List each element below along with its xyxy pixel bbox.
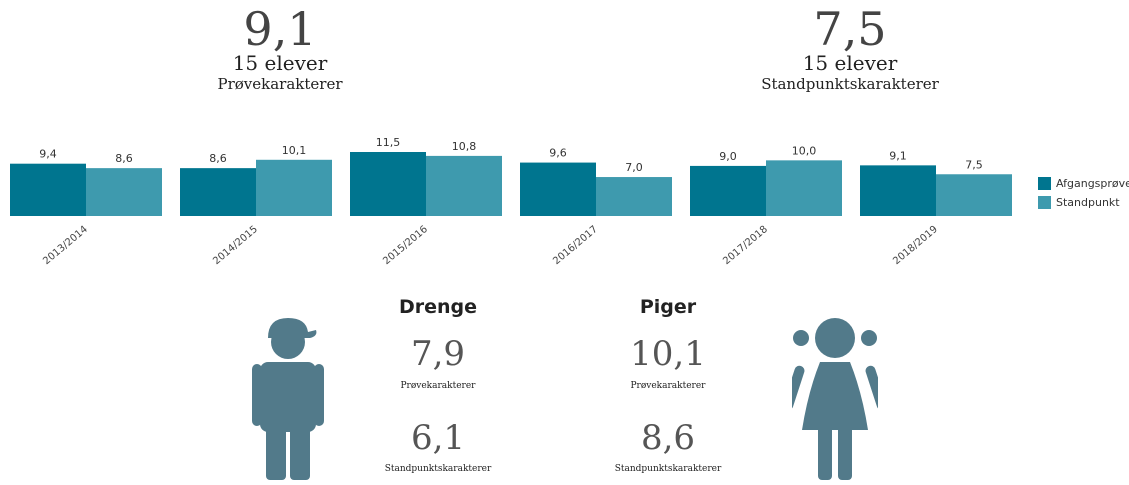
data-label-afgang-2014-2015: 8,6: [209, 152, 227, 165]
data-label-standpunkt-2018-2019: 7,5: [965, 158, 983, 171]
girls-standpunkt-label: Standpunktskarakterer: [614, 464, 722, 474]
x-tick-label: 2016/2017: [551, 224, 600, 267]
data-label-afgang-2016-2017: 9,6: [549, 147, 567, 160]
x-tick-label: 2018/2019: [891, 224, 940, 267]
legend-swatch-standpunkt: [1038, 196, 1051, 209]
boys-exam-value: 7,9: [410, 334, 466, 374]
data-label-standpunkt-2016-2017: 7,0: [625, 161, 643, 174]
legend-label-afgang: Afgangsprøve: [1056, 177, 1129, 190]
boy-figure-icon: [252, 318, 324, 480]
bar-afgang-2014-2015: [180, 168, 256, 216]
boys-standpunkt-value: 6,1: [410, 418, 466, 458]
x-tick-label: 2015/2016: [381, 224, 430, 267]
kpi-standpunkt-label: Standpunktskarakterer: [761, 75, 939, 93]
bar-standpunkt-2014-2015: [256, 159, 332, 216]
bar-afgang-2013-2014: [10, 163, 86, 216]
bar-afgang-2016-2017: [520, 162, 596, 216]
girls-standpunkt-value: 8,6: [640, 418, 696, 458]
data-label-standpunkt-2013-2014: 8,6: [115, 152, 133, 165]
x-tick-label: 2014/2015: [211, 224, 260, 267]
data-label-standpunkt-2017-2018: 10,0: [792, 144, 817, 157]
x-tick-label: 2017/2018: [721, 224, 770, 267]
bar-afgang-2015-2016: [350, 152, 426, 216]
kpi-standpunkt: 7,5 15 elever Standpunktskarakterer: [740, 6, 960, 94]
bar-standpunkt-2016-2017: [596, 177, 672, 216]
kpi-exam-count: 15 elever: [232, 51, 328, 75]
legend-swatch-afgang: [1038, 177, 1051, 190]
girl-figure-icon: [792, 318, 878, 480]
kpi-exam: 9,1 15 elever Prøvekarakterer: [170, 6, 390, 94]
grades-bar-chart: 9,4 8,6 2013/2014 8,6 10,1 2014/2015 11,5 10,8 2…: [10, 136, 1012, 267]
data-label-standpunkt-2014-2015: 10,1: [282, 144, 307, 157]
chart-legend: Afgangsprøve Standpunkt: [1038, 174, 1129, 212]
girls-exam-value: 10,1: [630, 334, 706, 374]
bar-afgang-2017-2018: [690, 165, 766, 216]
data-label-afgang-2015-2016: 11,5: [376, 136, 401, 149]
kpi-exam-label: Prøvekarakterer: [217, 75, 343, 93]
bar-standpunkt-2013-2014: [86, 168, 162, 216]
girls-exam-label: Prøvekarakterer: [630, 381, 706, 391]
legend-item-standpunkt: Standpunkt: [1038, 193, 1129, 212]
legend-label-standpunkt: Standpunkt: [1056, 196, 1120, 209]
bar-standpunkt-2015-2016: [426, 155, 502, 216]
kpi-standpunkt-value: 7,5: [813, 2, 887, 56]
boys-title: Drenge: [398, 296, 478, 318]
x-tick-label: 2013/2014: [41, 224, 90, 267]
bar-standpunkt-2018-2019: [936, 174, 1012, 216]
boys-standpunkt-label: Standpunktskarakterer: [384, 464, 492, 474]
boys-exam-label: Prøvekarakterer: [400, 381, 476, 391]
bar-standpunkt-2017-2018: [766, 160, 842, 216]
data-label-afgang-2017-2018: 9,0: [719, 150, 737, 163]
data-label-afgang-2013-2014: 9,4: [39, 148, 57, 161]
data-label-standpunkt-2015-2016: 10,8: [452, 140, 477, 153]
kpi-exam-value: 9,1: [243, 2, 317, 56]
kpi-standpunkt-count: 15 elever: [802, 51, 898, 75]
data-label-afgang-2018-2019: 9,1: [889, 149, 907, 162]
girls-title: Piger: [639, 296, 697, 318]
legend-item-afgang: Afgangsprøve: [1038, 174, 1129, 193]
bar-afgang-2018-2019: [860, 165, 936, 216]
